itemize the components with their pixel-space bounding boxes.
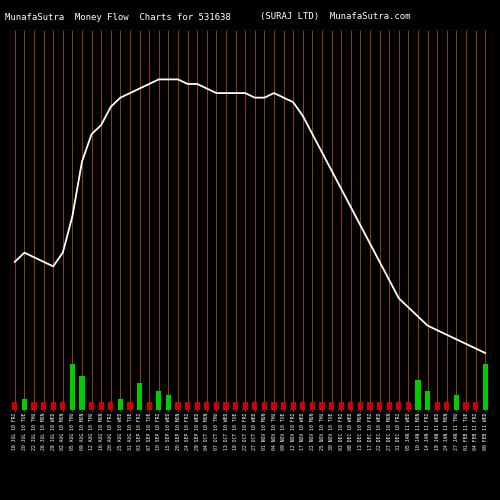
Bar: [50, 402, 56, 410]
Bar: [473, 402, 478, 410]
Bar: [320, 402, 324, 410]
Bar: [22, 398, 27, 410]
Bar: [434, 402, 440, 410]
Bar: [338, 402, 344, 410]
Bar: [482, 364, 488, 410]
Bar: [464, 402, 468, 410]
Text: (SURAJ LTD)  MunafaSutra.com: (SURAJ LTD) MunafaSutra.com: [260, 12, 410, 22]
Bar: [368, 402, 372, 410]
Bar: [118, 398, 123, 410]
Bar: [12, 402, 18, 410]
Bar: [290, 402, 296, 410]
Bar: [281, 402, 286, 410]
Bar: [348, 402, 354, 410]
Bar: [233, 402, 238, 410]
Bar: [194, 402, 200, 410]
Bar: [32, 402, 36, 410]
Bar: [128, 402, 132, 410]
Bar: [396, 402, 402, 410]
Bar: [224, 402, 228, 410]
Bar: [204, 402, 210, 410]
Bar: [137, 384, 142, 410]
Bar: [416, 380, 420, 410]
Bar: [454, 395, 459, 410]
Bar: [60, 402, 66, 410]
Bar: [185, 402, 190, 410]
Bar: [108, 402, 114, 410]
Bar: [156, 391, 162, 410]
Text: MunafaSutra  Money Flow  Charts for 531638: MunafaSutra Money Flow Charts for 531638: [5, 12, 231, 22]
Bar: [89, 402, 94, 410]
Bar: [386, 402, 392, 410]
Bar: [272, 402, 276, 410]
Bar: [310, 402, 315, 410]
Bar: [80, 376, 84, 410]
Bar: [329, 402, 334, 410]
Bar: [425, 391, 430, 410]
Bar: [98, 402, 104, 410]
Bar: [262, 402, 267, 410]
Bar: [166, 395, 171, 410]
Bar: [252, 402, 258, 410]
Bar: [242, 402, 248, 410]
Bar: [176, 402, 180, 410]
Bar: [300, 402, 306, 410]
Bar: [70, 364, 75, 410]
Bar: [377, 402, 382, 410]
Bar: [358, 402, 363, 410]
Bar: [444, 402, 450, 410]
Bar: [214, 402, 219, 410]
Bar: [41, 402, 46, 410]
Bar: [406, 402, 411, 410]
Bar: [146, 402, 152, 410]
